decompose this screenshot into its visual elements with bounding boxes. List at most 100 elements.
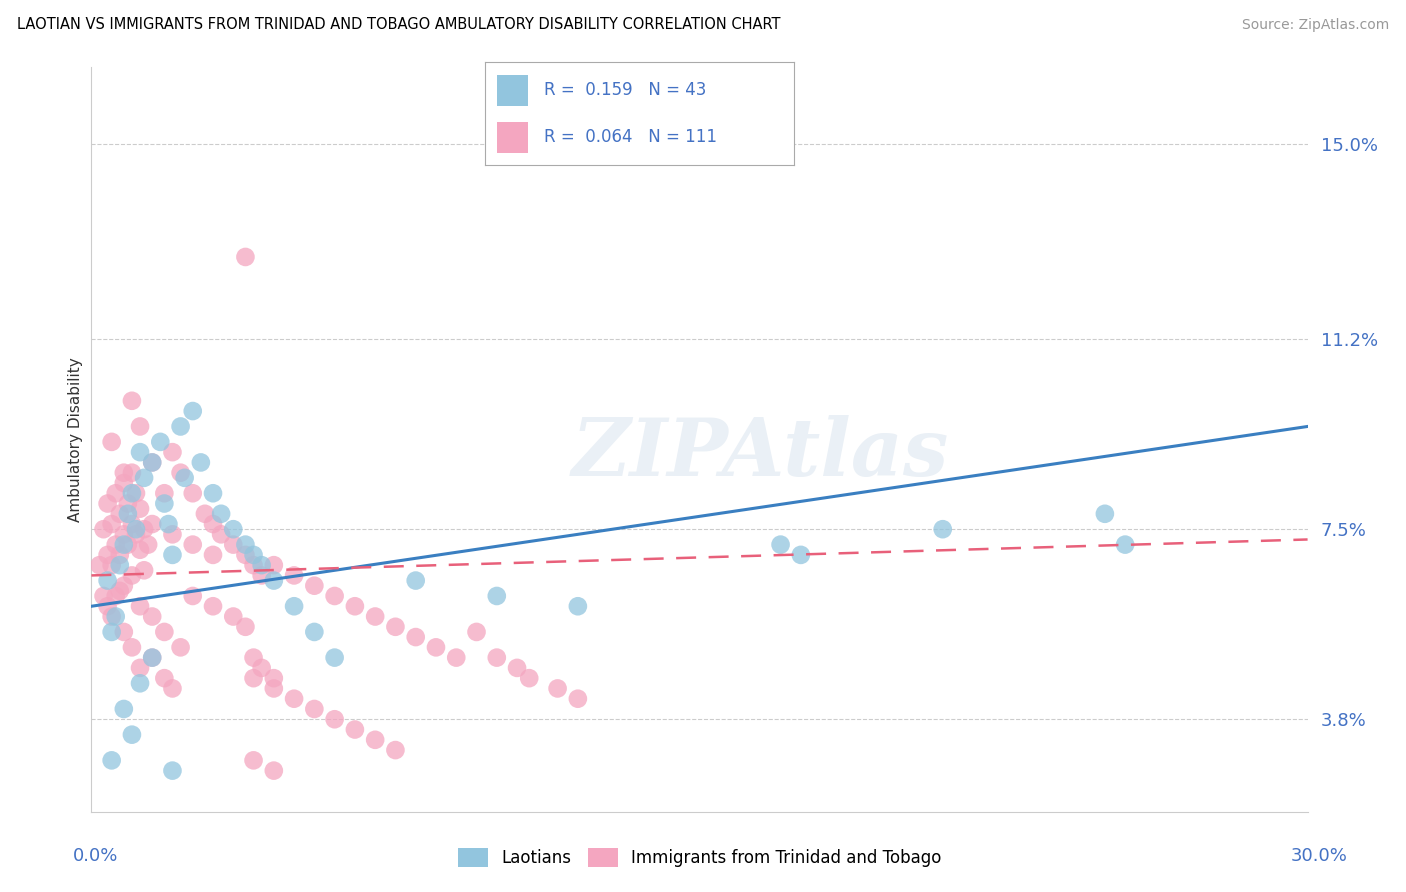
Point (112, 475, 135, 490)
Point (209, 527, 232, 541)
Point (129, 676, 152, 690)
Point (108, 507, 131, 521)
Point (141, 455, 163, 469)
Point (132, 522, 155, 536)
Point (181, 538, 204, 552)
Point (136, 538, 159, 552)
Point (485, 650, 508, 665)
Point (162, 764, 184, 778)
Point (108, 583, 131, 598)
Point (444, 650, 467, 665)
Point (104, 538, 127, 552)
Point (112, 466, 135, 480)
Point (242, 650, 264, 665)
Text: R =  0.159   N = 43: R = 0.159 N = 43 (544, 81, 706, 99)
Point (384, 620, 406, 634)
Point (121, 517, 143, 532)
Point (250, 558, 273, 573)
Point (242, 753, 264, 767)
Point (181, 486, 204, 500)
Point (97, 599, 120, 614)
Point (117, 507, 139, 521)
Point (202, 486, 225, 500)
Point (100, 753, 122, 767)
Point (547, 681, 569, 696)
Point (506, 661, 529, 675)
Point (121, 568, 143, 582)
Point (104, 589, 127, 603)
Point (129, 661, 152, 675)
Point (283, 568, 305, 582)
Point (202, 599, 225, 614)
Point (157, 517, 180, 532)
Point (97, 574, 120, 588)
Point (242, 548, 264, 562)
Point (202, 548, 225, 562)
Point (222, 538, 245, 552)
Point (162, 548, 184, 562)
Point (323, 712, 346, 726)
Point (97, 496, 120, 510)
Point (129, 542, 152, 557)
Point (567, 691, 589, 706)
Bar (498, 122, 529, 153)
Point (141, 609, 163, 624)
Point (194, 507, 217, 521)
Legend: Laotians, Immigrants from Trinidad and Tobago: Laotians, Immigrants from Trinidad and T… (451, 841, 948, 874)
Point (235, 250, 257, 264)
Point (235, 548, 257, 562)
Point (263, 681, 285, 696)
Point (304, 579, 326, 593)
Point (132, 563, 155, 577)
Point (222, 609, 245, 624)
Point (162, 527, 184, 541)
Point (89, 558, 111, 573)
Text: 30.0%: 30.0% (1291, 847, 1347, 864)
Point (153, 486, 176, 500)
Point (425, 640, 447, 655)
Point (153, 496, 176, 510)
Point (790, 548, 813, 562)
Point (117, 538, 139, 552)
Text: 0.0%: 0.0% (73, 847, 118, 864)
Point (108, 558, 131, 573)
Point (149, 434, 172, 449)
Point (112, 624, 135, 639)
Point (97, 548, 120, 562)
Point (384, 743, 406, 757)
Point (567, 599, 589, 614)
Point (235, 620, 257, 634)
Point (121, 393, 143, 408)
Point (104, 486, 127, 500)
Point (153, 671, 176, 685)
Point (485, 589, 508, 603)
Point (125, 527, 148, 541)
Point (343, 723, 366, 737)
Point (181, 404, 204, 418)
Point (153, 624, 176, 639)
Bar (498, 75, 529, 105)
Point (364, 609, 387, 624)
Point (323, 589, 346, 603)
Point (181, 589, 204, 603)
Point (405, 630, 427, 644)
Point (141, 650, 163, 665)
Point (465, 624, 488, 639)
Point (931, 522, 953, 536)
Point (121, 466, 143, 480)
Point (121, 640, 143, 655)
Point (222, 522, 245, 536)
Point (141, 455, 163, 469)
Point (129, 501, 152, 516)
Point (121, 728, 143, 742)
Point (112, 702, 135, 716)
Point (112, 538, 135, 552)
Point (304, 624, 326, 639)
Point (173, 471, 195, 485)
Point (263, 671, 285, 685)
Point (283, 691, 305, 706)
Point (112, 579, 135, 593)
Point (190, 455, 212, 469)
Text: LAOTIAN VS IMMIGRANTS FROM TRINIDAD AND TOBAGO AMBULATORY DISABILITY CORRELATION: LAOTIAN VS IMMIGRANTS FROM TRINIDAD AND … (17, 17, 780, 31)
Point (162, 445, 184, 459)
